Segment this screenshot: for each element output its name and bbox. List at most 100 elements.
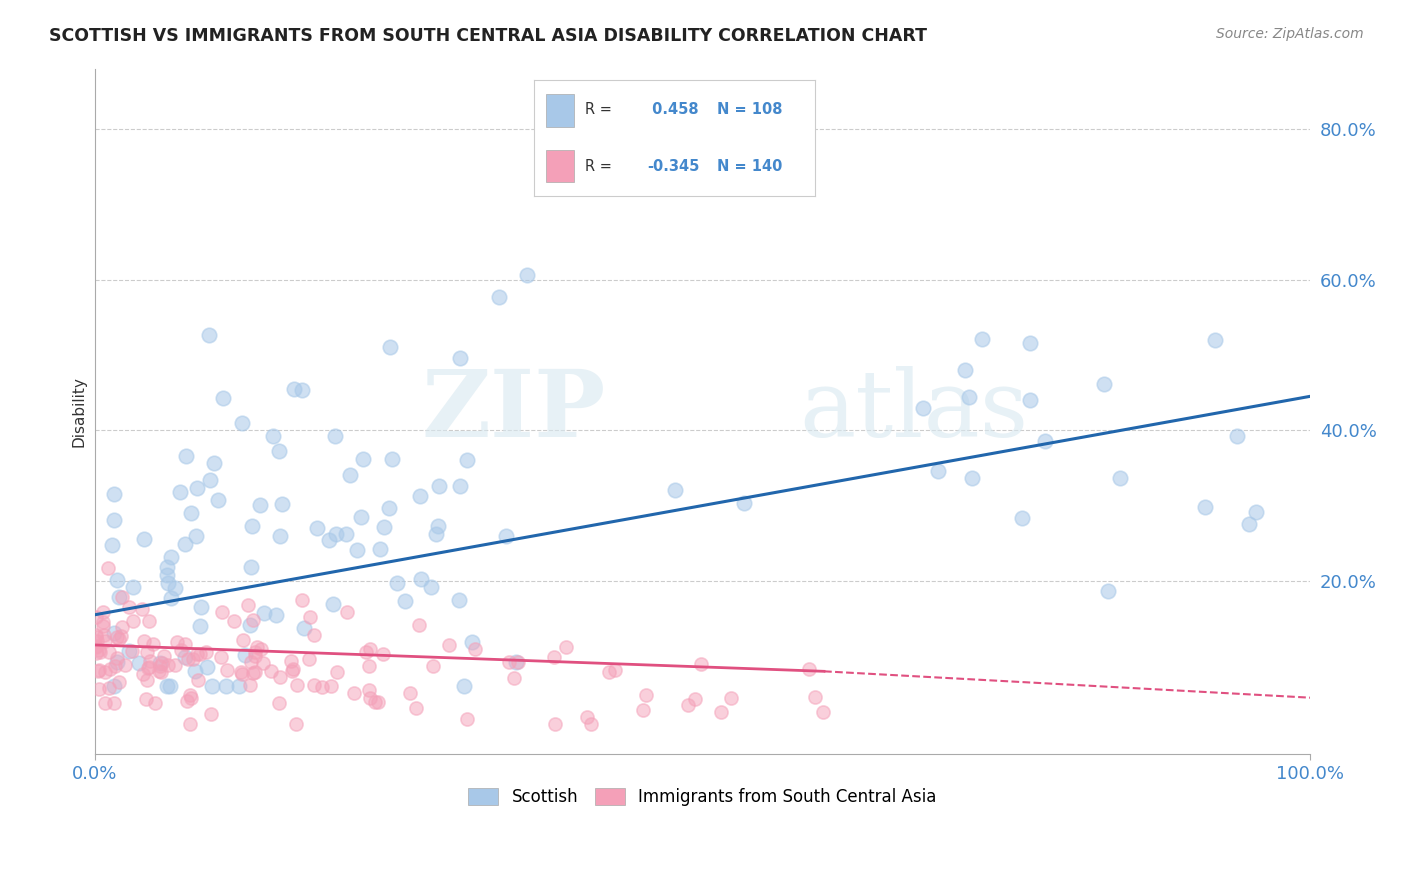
Point bbox=[970, 332, 993, 346]
Point bbox=[302, 678, 325, 692]
Point bbox=[87, 642, 110, 657]
Point bbox=[138, 659, 160, 673]
Point bbox=[103, 679, 125, 693]
Point bbox=[94, 634, 117, 648]
Point bbox=[298, 652, 321, 666]
Point bbox=[323, 429, 346, 443]
Point bbox=[291, 593, 314, 607]
Point bbox=[1097, 584, 1119, 599]
Point bbox=[195, 660, 218, 674]
Text: R =: R = bbox=[585, 159, 612, 174]
Point bbox=[91, 615, 114, 629]
Point bbox=[1092, 377, 1115, 392]
Point bbox=[174, 449, 197, 463]
Point bbox=[267, 443, 290, 458]
Point bbox=[326, 665, 349, 680]
Point bbox=[153, 648, 176, 663]
Point bbox=[319, 679, 342, 693]
Point bbox=[114, 657, 136, 672]
Point bbox=[250, 642, 273, 657]
Point bbox=[156, 567, 179, 582]
Point bbox=[516, 268, 538, 282]
Point bbox=[176, 694, 198, 708]
Point bbox=[128, 656, 150, 670]
Point bbox=[322, 597, 344, 611]
Point bbox=[960, 471, 983, 485]
Text: -0.345: -0.345 bbox=[647, 159, 699, 174]
Point bbox=[264, 608, 287, 623]
Point bbox=[720, 690, 742, 705]
Point bbox=[449, 479, 471, 493]
Point bbox=[84, 630, 107, 644]
Point bbox=[377, 500, 399, 515]
Text: ZIP: ZIP bbox=[420, 367, 605, 457]
Point bbox=[336, 605, 359, 619]
Point bbox=[1018, 336, 1040, 351]
Point bbox=[117, 644, 139, 658]
Point bbox=[105, 631, 128, 645]
Point bbox=[170, 643, 193, 657]
Point bbox=[84, 628, 107, 642]
Point bbox=[408, 618, 430, 632]
Point bbox=[242, 666, 264, 681]
Point bbox=[437, 638, 460, 652]
Point bbox=[1109, 471, 1132, 485]
Point bbox=[228, 679, 250, 693]
Point bbox=[149, 659, 172, 673]
Point bbox=[138, 614, 160, 628]
Point bbox=[710, 706, 733, 720]
Point bbox=[179, 717, 201, 731]
Point bbox=[1237, 517, 1260, 532]
Point bbox=[209, 649, 232, 664]
Point bbox=[449, 351, 471, 365]
Point bbox=[94, 696, 117, 710]
Point bbox=[260, 664, 283, 678]
Point bbox=[103, 696, 125, 710]
Point bbox=[495, 529, 517, 543]
Point bbox=[94, 665, 117, 680]
Point bbox=[368, 541, 391, 556]
Point bbox=[605, 663, 627, 677]
Point bbox=[427, 518, 450, 533]
Point bbox=[544, 717, 567, 731]
Point bbox=[799, 662, 821, 676]
Point bbox=[135, 673, 157, 687]
Point bbox=[111, 591, 134, 605]
Point bbox=[202, 456, 225, 470]
Legend: Scottish, Immigrants from South Central Asia: Scottish, Immigrants from South Central … bbox=[460, 780, 945, 814]
Point bbox=[409, 572, 432, 586]
Point bbox=[222, 614, 245, 628]
Point bbox=[367, 696, 389, 710]
Point bbox=[422, 658, 444, 673]
Point bbox=[690, 657, 713, 672]
Point bbox=[409, 489, 432, 503]
Text: R =: R = bbox=[585, 103, 612, 118]
Point bbox=[325, 527, 347, 541]
Point bbox=[98, 681, 121, 695]
Point bbox=[107, 675, 129, 690]
Point bbox=[149, 656, 172, 670]
Point bbox=[103, 513, 125, 527]
Point bbox=[188, 619, 211, 633]
Text: SCOTTISH VS IMMIGRANTS FROM SOUTH CENTRAL ASIA DISABILITY CORRELATION CHART: SCOTTISH VS IMMIGRANTS FROM SOUTH CENTRA… bbox=[49, 27, 927, 45]
Point bbox=[215, 664, 238, 678]
Point bbox=[132, 634, 155, 648]
Point bbox=[121, 580, 143, 594]
Point bbox=[156, 658, 179, 673]
Point bbox=[108, 590, 131, 604]
Point bbox=[676, 698, 699, 713]
Point bbox=[239, 678, 262, 692]
Point bbox=[184, 529, 207, 543]
Point bbox=[579, 716, 602, 731]
Point bbox=[156, 575, 179, 590]
Point bbox=[246, 640, 269, 654]
Point bbox=[733, 496, 755, 510]
Point bbox=[683, 692, 706, 706]
Point bbox=[498, 655, 520, 669]
Point bbox=[100, 538, 122, 552]
Point bbox=[502, 671, 524, 685]
Point bbox=[235, 648, 257, 663]
Point bbox=[159, 549, 181, 564]
Point bbox=[89, 681, 111, 696]
Point bbox=[174, 650, 197, 665]
